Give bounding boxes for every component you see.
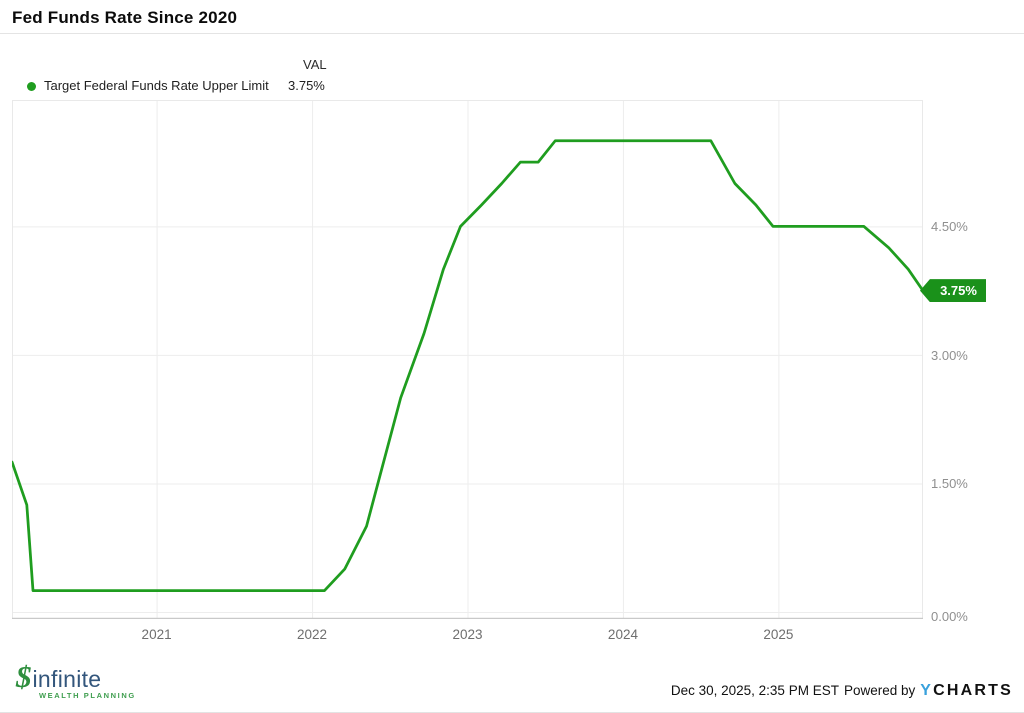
series-dot-icon	[27, 82, 36, 91]
y-axis-tick-label: 1.50%	[931, 476, 968, 492]
dollar-s-logo-icon: $	[16, 659, 32, 694]
legend-series-label: Target Federal Funds Rate Upper Limit	[44, 78, 269, 93]
x-axis-tick-label: 2021	[141, 627, 172, 642]
x-axis-tick-label: 2023	[452, 627, 483, 642]
x-axis-tick-label: 2024	[607, 627, 638, 642]
title-divider	[0, 33, 1024, 34]
attribution-bar: Dec 30, 2025, 2:35 PM EST Powered by YCH…	[671, 682, 1013, 700]
timestamp: Dec 30, 2025, 2:35 PM EST	[670, 683, 839, 698]
x-axis-tick-label: 2025	[763, 627, 794, 642]
logo-tagline: WEALTH PLANNING	[39, 691, 136, 700]
rate-line-series	[12, 139, 923, 592]
infinite-wealth-planning-logo[interactable]: $ infinite WEALTH PLANNING	[16, 659, 136, 700]
y-axis-tick-label: 0.00%	[931, 608, 968, 624]
page-title: Fed Funds Rate Since 2020	[12, 8, 238, 27]
legend-series-value: 3.75%	[288, 78, 325, 93]
ycharts-rest: CHARTS	[933, 682, 1013, 699]
x-axis-tick-label: 2022	[297, 627, 328, 642]
ycharts-y: Y	[920, 682, 934, 699]
plot-svg	[12, 100, 923, 619]
powered-by-label: Powered by	[843, 683, 916, 698]
chart-plot-area	[12, 100, 923, 619]
legend-val-column-header: VAL	[303, 57, 327, 72]
current-value-badge: 3.75%	[920, 279, 986, 303]
logo-brand-text: infinite	[32, 666, 102, 692]
ycharts-link[interactable]: YCHARTS	[920, 682, 1013, 700]
y-axis-tick-label: 3.00%	[931, 347, 968, 363]
y-axis-tick-label: 4.50%	[931, 219, 968, 235]
